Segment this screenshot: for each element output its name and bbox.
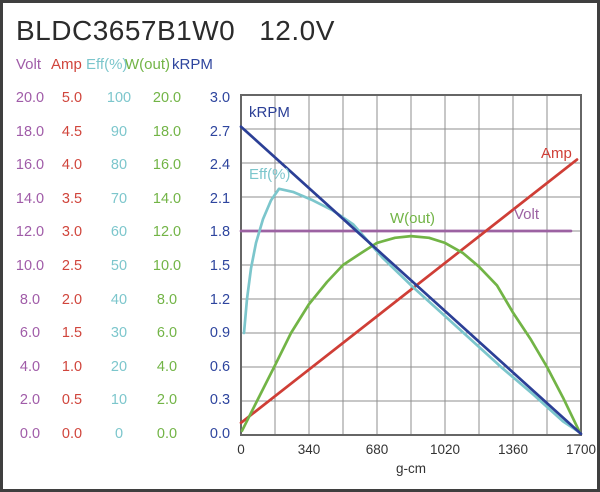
scale-cell: 10.0 [15, 257, 45, 274]
scale-cell: 2.5 [61, 257, 83, 274]
scale-cell: 30 [110, 325, 128, 342]
x-axis-title: g-cm [396, 461, 426, 476]
curve-wout [240, 234, 581, 433]
axis-header-krpm: kRPM [172, 56, 213, 73]
motor-model: BLDC3657B1W0 [16, 15, 236, 46]
scale-cell: 50 [110, 257, 128, 274]
scale-cell: 1.0 [61, 358, 83, 375]
scale-cell: 0.0 [19, 425, 41, 442]
volt-curve-label: Volt [514, 206, 540, 223]
amp-curve-label: Amp [541, 145, 572, 162]
scale-cell: 0.0 [61, 425, 83, 442]
scale-column-eff: 100 90 80 70 60 50 40 30 20 10 0 [96, 82, 142, 452]
curve-krpm [239, 125, 583, 436]
x-tick-label: 1020 [430, 442, 460, 457]
axis-header-row: Volt Amp Eff(%) W(out) kRPM [3, 56, 241, 76]
wout-curve-label: W(out) [390, 210, 435, 227]
scale-cell: 16.0 [15, 157, 45, 174]
scale-cell: 4.0 [19, 358, 41, 375]
x-tick-label: 0 [237, 442, 245, 457]
scale-cell: 1.5 [61, 325, 83, 342]
scale-column-wout: 20.0 18.0 16.0 14.0 12.0 10.0 8.0 6.0 4.0 2.0 0.0 [144, 82, 190, 452]
multi-axis-scale-table: 20.0 18.0 16.0 14.0 12.0 10.0 8.0 6.0 4.0 2.0 0.0 5… [3, 82, 241, 452]
x-tick-label: 1360 [498, 442, 528, 457]
scale-cell: 70 [110, 190, 128, 207]
scale-cell: 4.5 [61, 123, 83, 140]
scale-cell: 6.0 [19, 325, 41, 342]
scale-cell: 20.0 [15, 90, 45, 106]
scale-cell: 2.0 [19, 392, 41, 409]
scale-cell: 0.0 [156, 425, 178, 442]
page-title: BLDC3657B1W0 12.0V [16, 15, 335, 47]
scale-cell: 1.8 [209, 224, 231, 241]
scale-column-krpm: 3.0 2.7 2.4 2.1 1.8 1.5 1.2 0.9 0.6 0.3 0.0 [197, 82, 243, 452]
scale-cell: 3.5 [61, 190, 83, 207]
scale-cell: 0.0 [209, 425, 231, 442]
scale-cell: 10.0 [152, 257, 182, 274]
scale-column-amp: 5.0 4.5 4.0 3.5 3.0 2.5 2.0 1.5 1.0 0.5 0.0 [49, 82, 95, 452]
scale-cell: 4.0 [61, 157, 83, 174]
motor-voltage: 12.0V [259, 15, 335, 46]
scale-cell: 40 [110, 291, 128, 308]
scale-cell: 18.0 [152, 123, 182, 140]
scale-cell: 60 [110, 224, 128, 241]
scale-cell: 14.0 [152, 190, 182, 207]
scale-cell: 18.0 [15, 123, 45, 140]
scale-cell: 0 [114, 425, 124, 442]
axis-header-wout: W(out) [125, 56, 170, 73]
scale-cell: 0.3 [209, 392, 231, 409]
axis-header-volt: Volt [16, 56, 42, 73]
scale-cell: 2.7 [209, 123, 231, 140]
x-tick-label: 680 [366, 442, 389, 457]
scale-cell: 5.0 [61, 90, 83, 106]
eff-curve-label: Eff(%) [249, 166, 291, 183]
x-tick-labels: 0 340 680 1020 1360 1700 [237, 442, 596, 457]
scale-cell: 20.0 [152, 90, 182, 106]
scale-cell: 100 [106, 90, 132, 106]
scale-cell: 0.9 [209, 325, 231, 342]
scale-cell: 1.5 [209, 257, 231, 274]
x-tick-label: 340 [298, 442, 321, 457]
scale-cell: 10 [110, 392, 128, 409]
axis-header-amp: Amp [51, 56, 82, 73]
scale-cell: 0.6 [209, 358, 231, 375]
scale-cell: 12.0 [152, 224, 182, 241]
axis-header-eff: Eff(%) [86, 56, 128, 73]
scale-cell: 20 [110, 358, 128, 375]
x-tick-label: 1700 [566, 442, 596, 457]
scale-cell: 2.0 [61, 291, 83, 308]
scale-cell: 80 [110, 157, 128, 174]
scale-cell: 14.0 [15, 190, 45, 207]
performance-chart: 0 340 680 1020 1360 1700 [237, 94, 596, 457]
scale-cell: 2.0 [156, 392, 178, 409]
scale-cell: 12.0 [15, 224, 45, 241]
scale-cell: 0.5 [61, 392, 83, 409]
scale-cell: 1.2 [209, 291, 231, 308]
scale-cell: 2.1 [209, 190, 231, 207]
scale-cell: 3.0 [61, 224, 83, 241]
scale-cell: 3.0 [209, 90, 231, 106]
krpm-curve-label: kRPM [249, 104, 290, 121]
scale-cell: 6.0 [156, 325, 178, 342]
scale-cell: 90 [110, 123, 128, 140]
scale-cell: 16.0 [152, 157, 182, 174]
plot-frame [240, 94, 582, 436]
scale-column-volt: 20.0 18.0 16.0 14.0 12.0 10.0 8.0 6.0 4.0 2.0 0.0 [7, 82, 53, 452]
curve-amp [239, 158, 579, 425]
scale-cell: 4.0 [156, 358, 178, 375]
scale-cell: 2.4 [209, 157, 231, 174]
scale-cell: 8.0 [156, 291, 178, 308]
scale-cell: 8.0 [19, 291, 41, 308]
